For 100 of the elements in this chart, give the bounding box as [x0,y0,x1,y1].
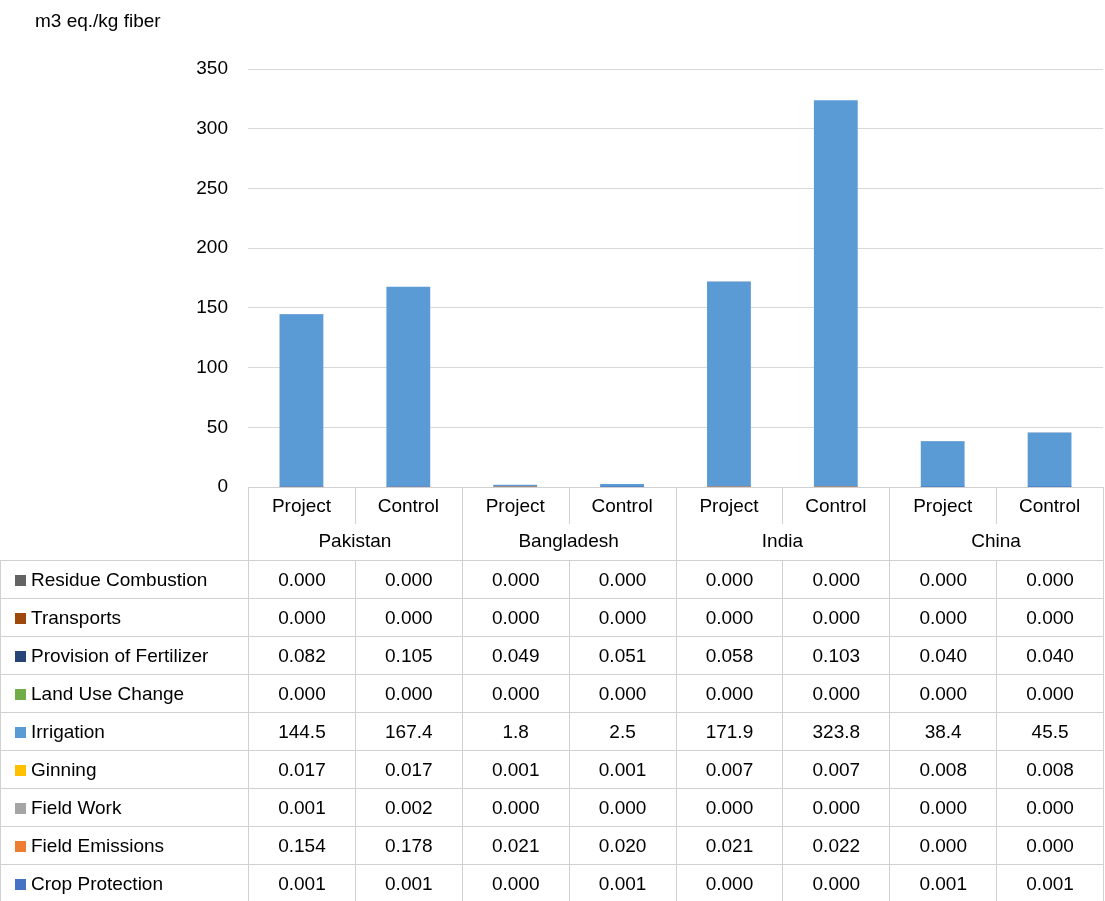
data-label: 0.082 [248,636,356,675]
data-label: 0.000 [462,788,570,827]
data-label: 0.000 [462,560,570,599]
data-label: 0.105 [355,636,463,675]
data-label: 0.000 [996,598,1104,637]
data-label: 171.9 [676,712,783,751]
data-label: 0.000 [569,598,676,637]
data-label: 144.5 [248,712,356,751]
data-label: 0.000 [889,598,997,637]
data-label: 0.154 [248,826,356,865]
y-tick-label: 250 [196,176,228,198]
data-label: 0.000 [782,864,890,901]
data-label: 0.017 [355,750,463,789]
data-label: 0.000 [462,674,570,713]
data-label: 0.000 [782,560,890,599]
x-tick-label: Project [913,494,973,516]
data-label: 1.8 [462,712,570,751]
data-label: 0.000 [676,674,783,713]
x-tick-label: Project [271,494,332,516]
data-label: 0.000 [782,788,890,827]
x-tick-label: Control [805,494,867,516]
data-label: 0.000 [782,674,890,713]
data-label: 0.000 [782,598,890,637]
data-label: 167.4 [355,712,463,751]
y-tick-label: 200 [196,236,228,258]
data-label: 0.001 [996,864,1104,901]
text: China [971,530,1022,552]
data-label: 0.001 [248,788,356,827]
data-label: 0.000 [889,674,997,713]
data-label: 0.000 [248,674,356,713]
data-label: 0.000 [248,598,356,637]
data-label: 0.000 [996,560,1104,599]
legend-label: Field Work [0,788,249,827]
data-label: 0.000 [676,560,783,599]
x-tick-label: Control [377,494,439,516]
legend-label: Field Emissions [0,826,249,865]
y-tick-label: 300 [196,116,228,138]
data-label: 0.000 [569,674,676,713]
data-label: 0.001 [889,864,997,901]
y-tick-label: 0 [217,475,228,497]
data-label: 0.049 [462,636,570,675]
data-label: 0.008 [889,750,997,789]
legend-label: Crop Protection [0,864,249,901]
x-tick-label: Control [1018,494,1081,516]
data-label: 0.001 [355,864,463,901]
data-label: 0.001 [569,864,676,901]
x-tick-label: Project [699,494,760,516]
text: Pakistan [318,530,392,552]
data-label: 45.5 [996,712,1104,751]
data-label: 0.000 [355,560,463,599]
x-tick-label: Project [485,494,546,516]
data-label: 0.000 [996,826,1104,865]
data-label: 0.040 [889,636,997,675]
legend-label: Transports [0,598,249,637]
data-label: 0.000 [996,674,1104,713]
text: Bangladesh [518,530,619,552]
data-label: 0.001 [569,750,676,789]
data-label: 0.178 [355,826,463,865]
data-label: 0.021 [462,826,570,865]
data-label: 0.001 [462,750,570,789]
legend-label: Residue Combustion [0,560,249,599]
data-label: 2.5 [569,712,676,751]
y-tick-label: 100 [196,355,228,377]
data-label: 0.000 [355,598,463,637]
legend-label: Provision of Fertilizer [0,636,249,675]
data-label: 0.020 [569,826,676,865]
data-label: 0.103 [782,636,890,675]
data-label: 0.000 [569,788,676,827]
data-label: 0.000 [248,560,356,599]
data-label: 0.000 [996,788,1104,827]
data-label: 0.000 [569,560,676,599]
legend-label: Land Use Change [0,674,249,713]
data-label: 0.021 [676,826,783,865]
legend-label: Irrigation [0,712,249,751]
data-label: 0.000 [462,598,570,637]
x-tick-label: Control [591,494,653,516]
data-label: 0.000 [889,788,997,827]
data-label: 0.000 [355,674,463,713]
y-tick-label: 350 [196,57,228,79]
data-label: 0.000 [676,788,783,827]
data-label: 0.008 [996,750,1104,789]
text: India [761,530,804,552]
data-label: 0.007 [782,750,890,789]
data-label: 0.051 [569,636,676,675]
data-label: 0.017 [248,750,356,789]
y-axis-title: m3 eq./kg fiber [35,10,162,32]
data-label: 0.000 [676,598,783,637]
data-label: 0.000 [889,560,997,599]
data-label: 0.000 [462,864,570,901]
data-label: 0.058 [676,636,783,675]
y-tick-label: 150 [196,296,228,318]
data-label: 0.001 [248,864,356,901]
data-label: 38.4 [889,712,997,751]
data-label: 0.000 [889,826,997,865]
data-label: 323.8 [782,712,890,751]
data-label: 0.007 [676,750,783,789]
legend-label: Ginning [0,750,249,789]
data-label: 0.040 [996,636,1104,675]
y-tick-label: 50 [206,415,228,437]
data-label: 0.000 [676,864,783,901]
